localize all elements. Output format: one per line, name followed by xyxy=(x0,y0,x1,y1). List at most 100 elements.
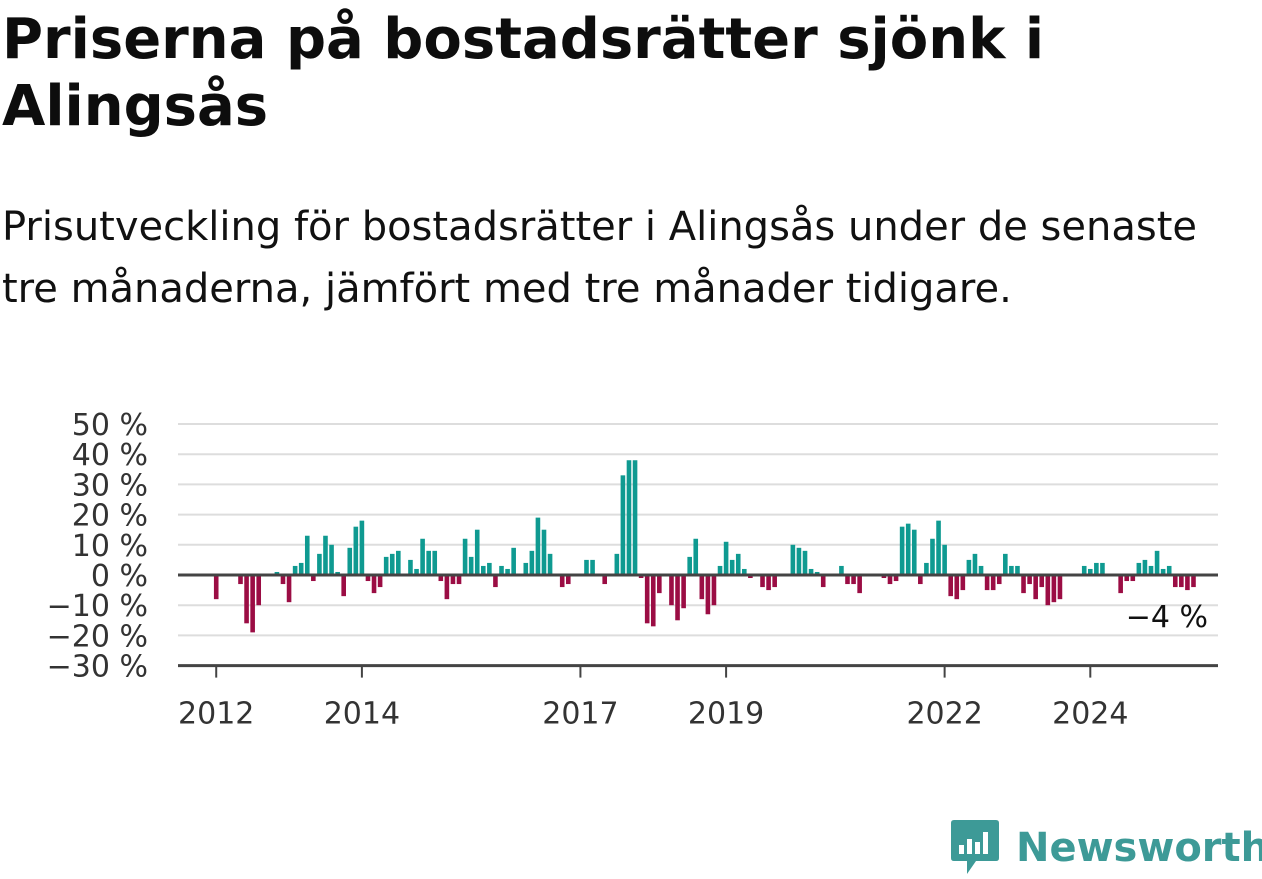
bar xyxy=(602,575,607,585)
bar xyxy=(1039,575,1045,588)
end-value-label: −4 % xyxy=(1126,600,1208,635)
bar xyxy=(766,575,771,591)
bar xyxy=(292,565,298,575)
bar xyxy=(396,550,401,575)
newsworthy-brand: Newsworthy xyxy=(950,818,1262,878)
bar-chart: 50 %40 %30 %20 %10 %0 %−10 %−20 %−30 % 2… xyxy=(47,408,1218,730)
bar xyxy=(1051,575,1057,603)
bar xyxy=(450,575,456,585)
bar xyxy=(693,538,699,575)
y-tick-label: −10 % xyxy=(47,589,148,624)
bar xyxy=(960,575,966,591)
bar xyxy=(383,556,389,575)
y-axis-ticks: 50 %40 %30 %20 %10 %0 %−10 %−20 %−30 % xyxy=(47,408,148,685)
bar xyxy=(729,559,735,575)
bar xyxy=(565,575,571,585)
bar xyxy=(1148,565,1154,575)
bar xyxy=(323,535,328,575)
bar xyxy=(1142,559,1148,575)
bar xyxy=(389,553,395,575)
bar xyxy=(274,571,280,575)
bar xyxy=(535,517,541,575)
bar xyxy=(250,575,255,633)
bar xyxy=(414,568,419,575)
bar xyxy=(996,575,1002,585)
bar xyxy=(699,575,705,600)
y-tick-label: 10 % xyxy=(72,529,148,564)
bar xyxy=(298,562,304,575)
x-tick-label: 2017 xyxy=(542,697,618,730)
y-tick-label: −30 % xyxy=(47,650,148,685)
bar xyxy=(1185,575,1190,591)
bar xyxy=(954,575,960,600)
bar xyxy=(899,526,905,575)
bar xyxy=(760,575,765,588)
bar xyxy=(772,575,777,588)
bar xyxy=(966,559,972,575)
bar xyxy=(541,529,547,575)
bar xyxy=(742,568,747,575)
bar xyxy=(456,575,462,585)
chart-subtitle: Prisutveckling för bostadsrätter i Aling… xyxy=(2,204,1197,312)
bar xyxy=(505,568,510,575)
bar xyxy=(474,529,480,575)
bar xyxy=(511,547,516,575)
bar xyxy=(814,571,820,575)
bar xyxy=(432,550,438,575)
bar xyxy=(638,575,644,579)
x-tick-label: 2012 xyxy=(178,697,254,730)
bar xyxy=(359,520,365,575)
bar xyxy=(523,562,529,575)
bar xyxy=(839,565,844,575)
bar xyxy=(1081,565,1087,575)
bar xyxy=(1100,562,1105,575)
bar xyxy=(1191,575,1196,588)
bar xyxy=(644,575,650,624)
bar xyxy=(632,460,638,575)
bar xyxy=(353,526,359,575)
bar xyxy=(802,550,808,575)
y-gridlines xyxy=(178,423,1218,637)
bar xyxy=(1136,562,1142,575)
bar xyxy=(335,571,340,575)
bar xyxy=(924,562,929,575)
x-tick-label: 2014 xyxy=(324,697,400,730)
bar xyxy=(481,565,486,575)
bar xyxy=(559,575,565,588)
bar xyxy=(705,575,711,615)
y-tick-label: 30 % xyxy=(72,468,148,503)
bar xyxy=(1172,575,1178,588)
chart-title: Priserna på bostadsrätter sjönk i Alings… xyxy=(2,7,1045,139)
bar xyxy=(1154,550,1160,575)
bar xyxy=(317,553,322,575)
bar xyxy=(851,575,856,585)
bar xyxy=(881,575,887,579)
bar xyxy=(748,575,753,579)
bar xyxy=(304,535,310,575)
bar xyxy=(420,538,425,575)
bar xyxy=(1009,565,1014,575)
bar xyxy=(717,565,723,575)
bar xyxy=(286,575,292,603)
bar xyxy=(681,575,686,609)
bar xyxy=(711,575,717,606)
bar xyxy=(444,575,450,600)
bar xyxy=(347,547,353,575)
bar xyxy=(614,553,620,575)
bar xyxy=(213,575,219,600)
bar xyxy=(590,559,595,575)
bar xyxy=(462,538,468,575)
bar xyxy=(930,538,935,575)
y-tick-label: 40 % xyxy=(72,438,148,473)
bar xyxy=(1021,575,1026,594)
bar xyxy=(468,556,474,575)
bar xyxy=(790,544,796,575)
bar xyxy=(426,550,431,575)
bar xyxy=(1057,575,1063,600)
bar xyxy=(687,556,692,575)
y-tick-label: 50 % xyxy=(72,408,148,443)
bar xyxy=(650,575,656,627)
bar xyxy=(1094,562,1099,575)
bar xyxy=(675,575,680,621)
y-tick-label: 0 % xyxy=(91,559,148,594)
